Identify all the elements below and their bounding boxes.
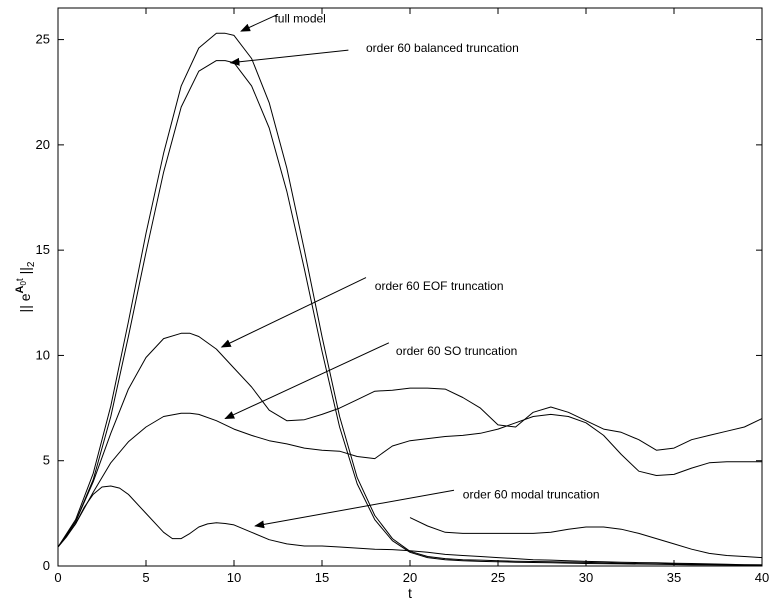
- series-line-2: [57, 60, 763, 566]
- annotation-arrow-2: [229, 49, 349, 66]
- y-tick-label: 10: [36, 347, 50, 362]
- y-tick-label: 20: [36, 137, 50, 152]
- y-axis-label-sup-sub: 0: [19, 281, 28, 286]
- y-tick-label: 15: [36, 242, 50, 257]
- annotation-label-3: order 60 EOF truncation: [375, 279, 504, 293]
- x-tick-label: 40: [755, 570, 769, 585]
- series-line-1: [57, 32, 763, 566]
- y-tick-label: 5: [43, 453, 50, 468]
- annotation-label-1: full model: [274, 12, 325, 26]
- y-axis-label-base: || e: [17, 293, 33, 312]
- x-tick-label: 30: [579, 570, 593, 585]
- y-axis-label: || eA0t ||2: [14, 261, 37, 312]
- annotation-label-2: order 60 balanced truncation: [366, 41, 519, 55]
- series-line-6: [409, 517, 763, 559]
- y-tick-label: 25: [36, 32, 50, 47]
- x-tick-label: 10: [227, 570, 241, 585]
- x-tick-label: 15: [315, 570, 329, 585]
- x-tick-label: 5: [142, 570, 149, 585]
- x-tick-label: 35: [667, 570, 681, 585]
- annotation-arrow-3: [220, 277, 367, 348]
- annotation-arrow-5: [254, 489, 455, 529]
- x-axis-label: t: [408, 585, 412, 601]
- y-axis-label-sup-bold: A: [14, 285, 26, 293]
- annotation-label-5: order 60 modal truncation: [463, 487, 600, 501]
- y-tick-label: 0: [43, 558, 50, 573]
- x-tick-label: 25: [491, 570, 505, 585]
- annotation-arrow-1: [240, 13, 279, 32]
- series-line-5: [57, 485, 763, 566]
- x-tick-label: 20: [403, 570, 417, 585]
- annotation-label-4: order 60 SO truncation: [396, 344, 517, 358]
- annotation-arrow-4: [224, 342, 390, 420]
- series-line-3: [57, 332, 763, 548]
- y-axis-label-after: ||: [17, 267, 33, 278]
- x-tick-label: 0: [54, 570, 61, 585]
- series-line-4: [57, 412, 762, 548]
- y-axis-label-sup-after: t: [15, 278, 26, 281]
- y-axis-label-sub: 2: [26, 261, 37, 267]
